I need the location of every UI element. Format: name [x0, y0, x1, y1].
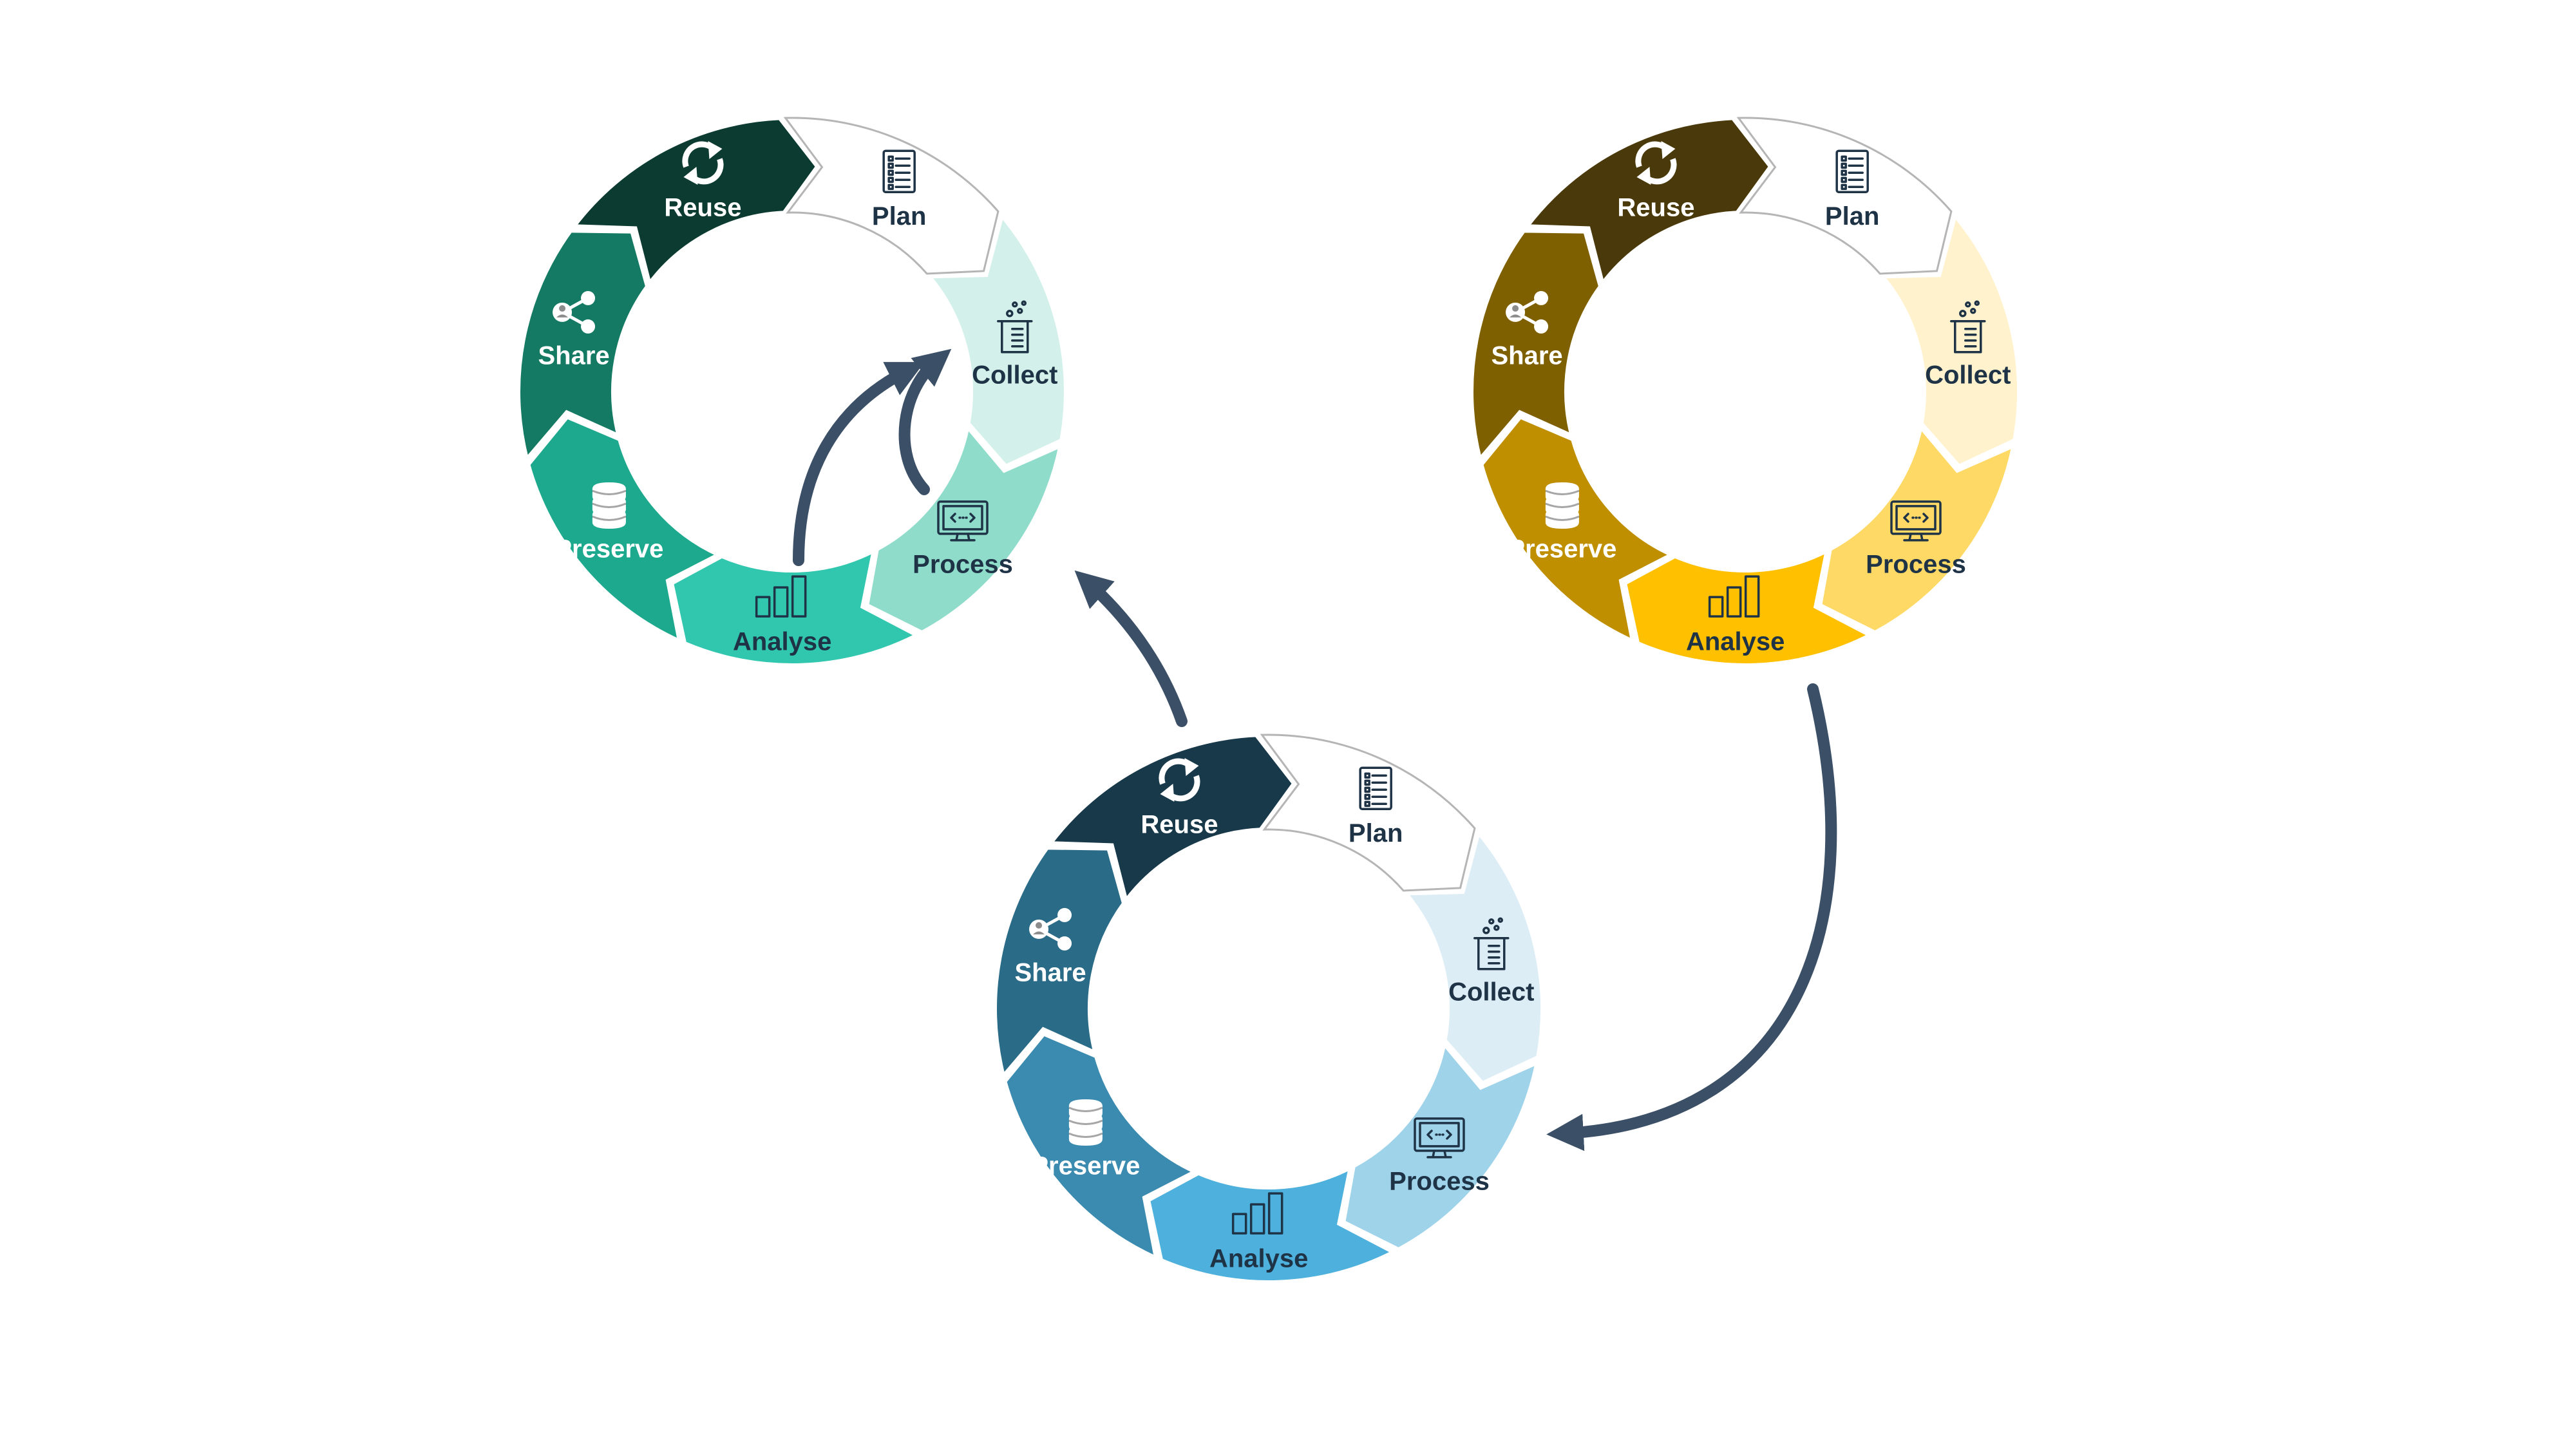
refresh-icon — [1635, 140, 1677, 185]
lifecycle-cycle-gold: Plan Collect Process Analyse Preserve Share Re… — [1470, 116, 2021, 667]
stage-label-reuse: Reuse — [1141, 811, 1218, 839]
stage-segment-preserve: Preserve — [1479, 414, 1676, 645]
bar-chart-icon — [755, 575, 807, 618]
stage-segment-process: Process — [1341, 1039, 1540, 1252]
stage-label-analyse: Analyse — [1686, 628, 1785, 656]
arrow-gold-to-blue — [1546, 683, 1837, 1151]
stage-segment-share: Share — [993, 846, 1126, 1081]
segment-shape — [526, 414, 723, 645]
stage-segment-plan: Plan — [1260, 734, 1476, 892]
stage-label-plan: Plan — [1349, 819, 1403, 848]
segment-shape — [1523, 116, 1773, 288]
segment-shape — [1479, 414, 1676, 645]
stage-label-process: Process — [913, 550, 1013, 578]
connector-arrows — [793, 348, 1837, 1151]
stage-label-share: Share — [1014, 958, 1086, 987]
segment-shape — [1260, 734, 1476, 892]
checklist-icon — [882, 149, 916, 194]
stage-segment-plan: Plan — [1736, 117, 1953, 275]
checklist-icon — [1359, 766, 1392, 811]
monitor-code-icon — [1414, 1117, 1465, 1159]
lifecycle-cycle-green: Plan Collect Process Analyse Preserve Share Re… — [516, 116, 1068, 667]
segment-shape — [1736, 117, 1953, 275]
stage-label-preserve: Preserve — [1031, 1152, 1140, 1180]
stage-label-reuse: Reuse — [664, 194, 741, 222]
segment-shape — [993, 846, 1126, 1081]
refresh-icon — [1159, 757, 1200, 802]
stage-segment-plan: Plan — [783, 117, 999, 275]
share-icon — [1029, 907, 1072, 951]
segment-shape — [1046, 733, 1296, 905]
stage-segment-reuse: Reuse — [1046, 733, 1296, 905]
stage-label-collect: Collect — [1448, 978, 1534, 1006]
refresh-icon — [682, 140, 724, 185]
stage-label-process: Process — [1389, 1167, 1490, 1195]
segment-shape — [1401, 828, 1544, 1086]
stage-label-plan: Plan — [1825, 202, 1879, 231]
bar-chart-icon — [1231, 1192, 1283, 1235]
segment-shape — [783, 117, 999, 275]
stage-label-collect: Collect — [972, 361, 1057, 389]
stage-label-share: Share — [538, 341, 609, 370]
bar-chart-icon — [1708, 575, 1760, 618]
stage-label-collect: Collect — [1925, 361, 2011, 389]
segment-shape — [1878, 211, 2021, 469]
stage-segment-collect: Collect — [1878, 211, 2021, 469]
beaker-icon — [1950, 300, 1986, 354]
stage-segment-collect: Collect — [925, 211, 1068, 469]
stage-label-process: Process — [1866, 550, 1966, 578]
segment-shape — [925, 211, 1068, 469]
monitor-code-icon — [1890, 500, 1942, 542]
segment-shape — [1003, 1031, 1200, 1262]
stage-label-plan: Plan — [872, 202, 926, 231]
segment-shape — [669, 547, 922, 667]
share-icon — [553, 290, 596, 334]
stage-segment-process: Process — [1817, 422, 2016, 635]
stage-label-preserve: Preserve — [554, 535, 663, 564]
arrow-process-to-collect-inner — [898, 348, 952, 495]
share-icon — [1506, 290, 1549, 334]
stage-label-share: Share — [1491, 341, 1562, 370]
stage-segment-share: Share — [516, 229, 650, 464]
stage-segment-analyse: Analyse — [1622, 547, 1875, 667]
stage-segment-share: Share — [1470, 229, 1603, 464]
stage-label-analyse: Analyse — [733, 628, 831, 656]
stage-segment-process: Process — [864, 422, 1063, 635]
stage-label-analyse: Analyse — [1209, 1245, 1308, 1273]
database-icon — [592, 482, 627, 529]
arrow-analyse-to-collect-outer — [793, 362, 925, 566]
segment-shape — [570, 116, 820, 288]
stage-segment-analyse: Analyse — [1146, 1164, 1398, 1284]
arrow-blue-to-green — [1074, 570, 1188, 727]
stage-segment-collect: Collect — [1401, 828, 1544, 1086]
database-icon — [1545, 482, 1580, 529]
checklist-icon — [1835, 149, 1869, 194]
monitor-code-icon — [937, 500, 989, 542]
segment-shape — [1622, 547, 1875, 667]
stage-segment-preserve: Preserve — [1003, 1031, 1200, 1262]
stage-label-reuse: Reuse — [1617, 194, 1694, 222]
beaker-icon — [1473, 917, 1510, 971]
segment-shape — [1470, 229, 1603, 464]
stage-segment-analyse: Analyse — [669, 547, 922, 667]
lifecycle-cycle-blue: Plan Collect Process Analyse Preserve Share Re… — [993, 733, 1544, 1284]
segment-shape — [516, 229, 650, 464]
database-icon — [1068, 1099, 1103, 1146]
stage-label-preserve: Preserve — [1508, 535, 1616, 564]
stage-segment-reuse: Reuse — [570, 116, 820, 288]
beaker-icon — [997, 300, 1033, 354]
segment-shape — [1146, 1164, 1398, 1284]
stage-segment-preserve: Preserve — [526, 414, 723, 645]
stage-segment-reuse: Reuse — [1523, 116, 1773, 288]
